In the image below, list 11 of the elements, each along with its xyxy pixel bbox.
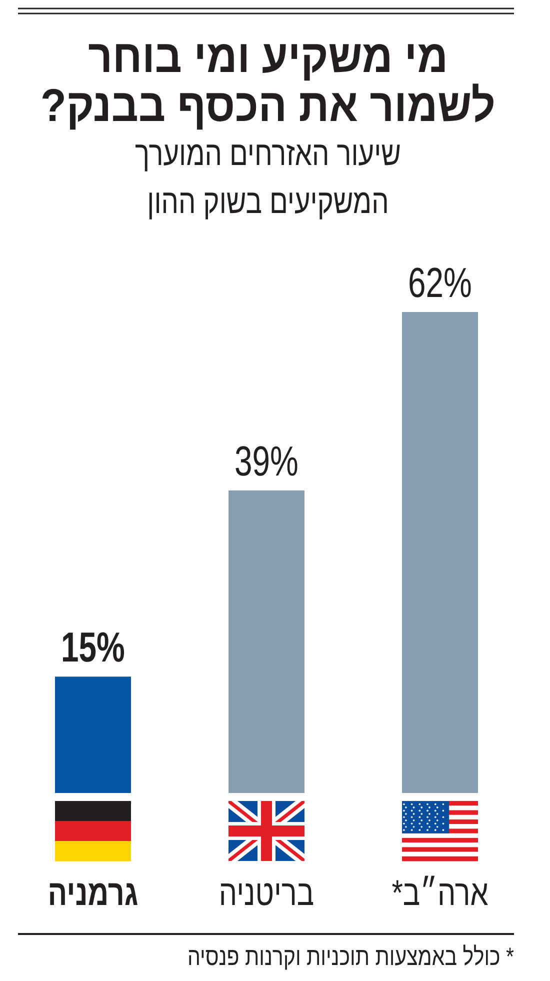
category-label: ארה״ב* xyxy=(392,872,488,913)
subtitle: שיעור האזרחים המוערך xyxy=(134,134,402,173)
category-label: בריטניה xyxy=(218,872,314,913)
value-label: 39% xyxy=(234,437,298,484)
category-label: גרמניה xyxy=(48,872,138,913)
subtitle: המשקיעים בשוק ההון xyxy=(147,182,389,221)
value-label: 15% xyxy=(61,623,125,671)
title: מי משקיע ומי בוחר xyxy=(88,31,448,82)
value-label: 62% xyxy=(408,258,472,306)
annotation: * כולל באמצעות תוכניות וקרנות פנסיה xyxy=(187,942,514,970)
title: לשמור את הכסף בבנק? xyxy=(40,80,496,132)
